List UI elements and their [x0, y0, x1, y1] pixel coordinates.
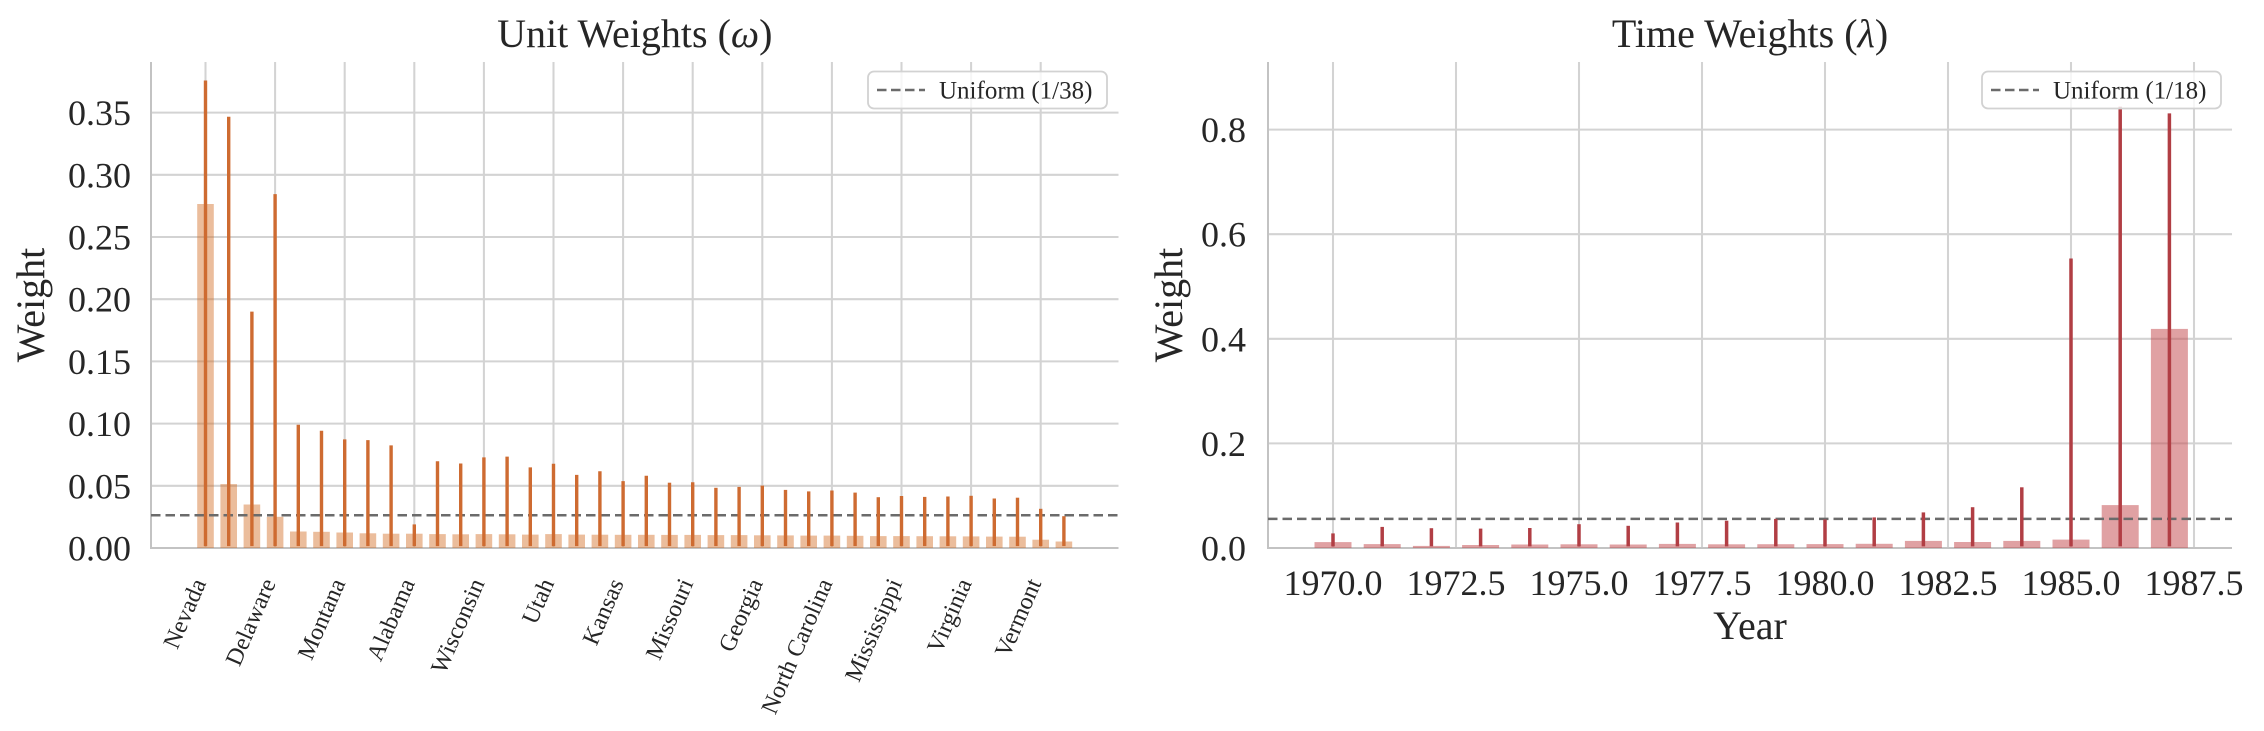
svg-text:0.10: 0.10 — [68, 404, 131, 444]
svg-text:0.30: 0.30 — [68, 155, 131, 195]
svg-text:0.8: 0.8 — [1201, 110, 1246, 150]
svg-text:1972.5: 1972.5 — [1407, 563, 1506, 603]
svg-text:1987.5: 1987.5 — [2145, 563, 2244, 603]
svg-text:0.35: 0.35 — [68, 93, 131, 133]
svg-text:0.00: 0.00 — [68, 529, 131, 569]
svg-text:0.0: 0.0 — [1201, 529, 1246, 569]
svg-text:Time Weights (λ): Time Weights (λ) — [1612, 11, 1888, 56]
svg-text:0.6: 0.6 — [1201, 215, 1246, 255]
svg-text:Uniform (1/18): Uniform (1/18) — [2053, 78, 2206, 105]
svg-text:1980.0: 1980.0 — [1776, 563, 1875, 603]
svg-text:1975.0: 1975.0 — [1530, 563, 1629, 603]
svg-text:Uniform (1/38): Uniform (1/38) — [939, 78, 1092, 105]
svg-text:1985.0: 1985.0 — [2022, 563, 2121, 603]
svg-text:Unit Weights (ω): Unit Weights (ω) — [497, 11, 772, 56]
svg-text:0.15: 0.15 — [68, 342, 131, 382]
svg-text:1982.5: 1982.5 — [1899, 563, 1998, 603]
svg-text:0.20: 0.20 — [68, 280, 131, 320]
svg-text:0.25: 0.25 — [68, 218, 131, 258]
svg-text:Weight: Weight — [1146, 248, 1191, 363]
svg-text:0.2: 0.2 — [1201, 424, 1246, 464]
svg-text:0.4: 0.4 — [1201, 319, 1246, 359]
svg-text:1970.0: 1970.0 — [1284, 563, 1383, 603]
svg-text:Year: Year — [1713, 603, 1787, 648]
svg-text:1977.5: 1977.5 — [1653, 563, 1752, 603]
svg-text:Weight: Weight — [8, 248, 53, 363]
svg-text:0.05: 0.05 — [68, 466, 131, 506]
